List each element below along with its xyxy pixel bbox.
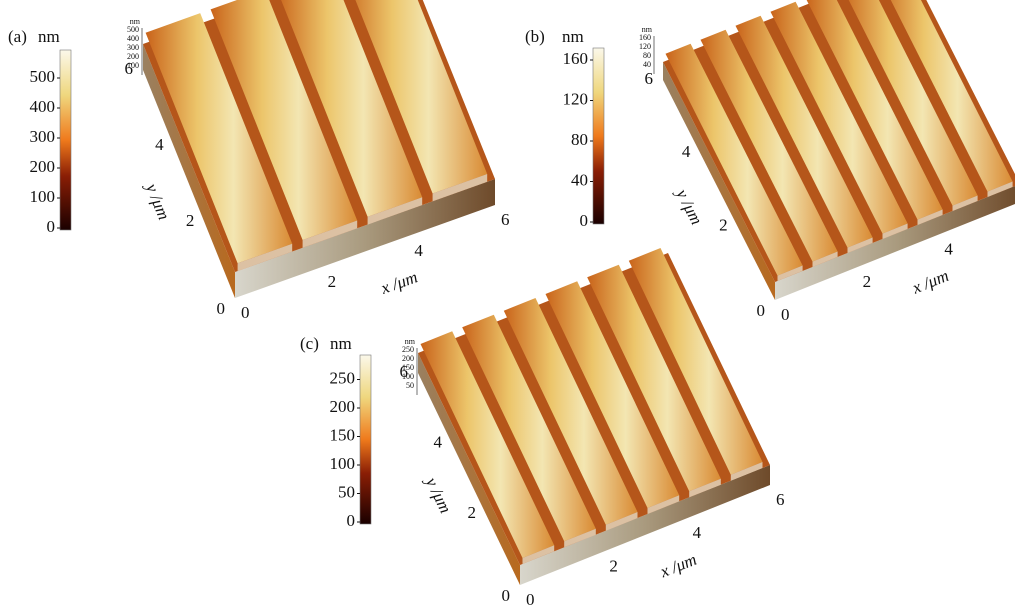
colorbar-unit: nm	[562, 27, 584, 46]
x-axis-label: x /μm	[909, 266, 952, 298]
y-tick-label: 2	[186, 211, 195, 230]
y-tick-label: 6	[645, 69, 654, 88]
panel-label: (c)	[300, 334, 319, 353]
x-tick-label: 2	[863, 272, 872, 291]
colorbar-tick-label: 250	[330, 368, 356, 387]
colorbar-unit: nm	[330, 334, 352, 353]
z-tick-label: 500	[127, 25, 139, 34]
panel: (c)nm050100150200250nm501001502002500246…	[300, 248, 785, 609]
y-tick-label: 0	[757, 301, 766, 320]
colorbar-tick-label: 150	[330, 425, 356, 444]
y-tick-label: 0	[217, 299, 226, 318]
colorbar-tick-label: 300	[30, 127, 56, 146]
y-axis-label: y /μm	[141, 179, 173, 223]
z-tick-label: 400	[127, 34, 139, 43]
y-tick-label: 4	[434, 433, 443, 452]
figure: (a)nm0100200300400500nm10020030040050002…	[0, 0, 1015, 611]
x-tick-label: 6	[501, 210, 510, 229]
colorbar-tick-label: 200	[330, 397, 356, 416]
y-axis-label: y /μm	[672, 184, 707, 228]
panel-label: (b)	[525, 27, 545, 46]
y-tick-label: 6	[400, 362, 409, 381]
colorbar-tick-label: 50	[338, 482, 355, 501]
x-tick-label: 0	[526, 590, 535, 609]
y-tick-label: 4	[155, 135, 164, 154]
panel-label: (a)	[8, 27, 27, 46]
colorbar-tick-label: 100	[330, 454, 356, 473]
z-tick-label: 80	[643, 51, 651, 60]
y-tick-label: 0	[502, 586, 511, 605]
colorbar	[360, 355, 371, 524]
x-tick-label: 6	[776, 490, 785, 509]
y-tick-label: 2	[719, 216, 728, 235]
panel: (a)nm0100200300400500nm10020030040050002…	[8, 0, 510, 322]
z-tick-label: 40	[643, 60, 651, 69]
colorbar-tick-label: 100	[30, 187, 56, 206]
y-axis-label: y /μm	[421, 473, 455, 517]
x-tick-label: 0	[781, 305, 790, 324]
colorbar-tick-label: 0	[347, 511, 356, 530]
x-tick-label: 2	[609, 557, 618, 576]
x-tick-label: 4	[414, 241, 423, 260]
colorbar-unit: nm	[38, 27, 60, 46]
x-axis-label: x /μm	[378, 267, 421, 298]
colorbar	[60, 50, 71, 230]
x-tick-label: 4	[693, 523, 702, 542]
colorbar-tick-label: 0	[580, 211, 589, 230]
z-tick-label: 50	[406, 381, 414, 390]
colorbar-tick-label: 120	[563, 89, 589, 108]
colorbar	[593, 48, 604, 224]
z-tick-label: 250	[402, 345, 414, 354]
x-tick-label: 2	[328, 272, 337, 291]
z-tick-label: 300	[127, 43, 139, 52]
z-tick-label: 120	[639, 42, 651, 51]
z-tick-label: 160	[639, 33, 651, 42]
colorbar-tick-label: 200	[30, 157, 56, 176]
colorbar-tick-label: 80	[571, 130, 588, 149]
colorbar-tick-label: 0	[47, 217, 56, 236]
x-axis-label: x /μm	[657, 550, 700, 582]
colorbar-tick-label: 40	[571, 170, 588, 189]
y-tick-label: 6	[125, 59, 134, 78]
x-tick-label: 0	[241, 303, 250, 322]
x-tick-label: 4	[944, 240, 953, 259]
y-tick-label: 4	[682, 142, 691, 161]
y-tick-label: 2	[468, 503, 477, 522]
colorbar-tick-label: 160	[563, 49, 589, 68]
colorbar-tick-label: 500	[30, 67, 56, 86]
colorbar-tick-label: 400	[30, 97, 56, 116]
